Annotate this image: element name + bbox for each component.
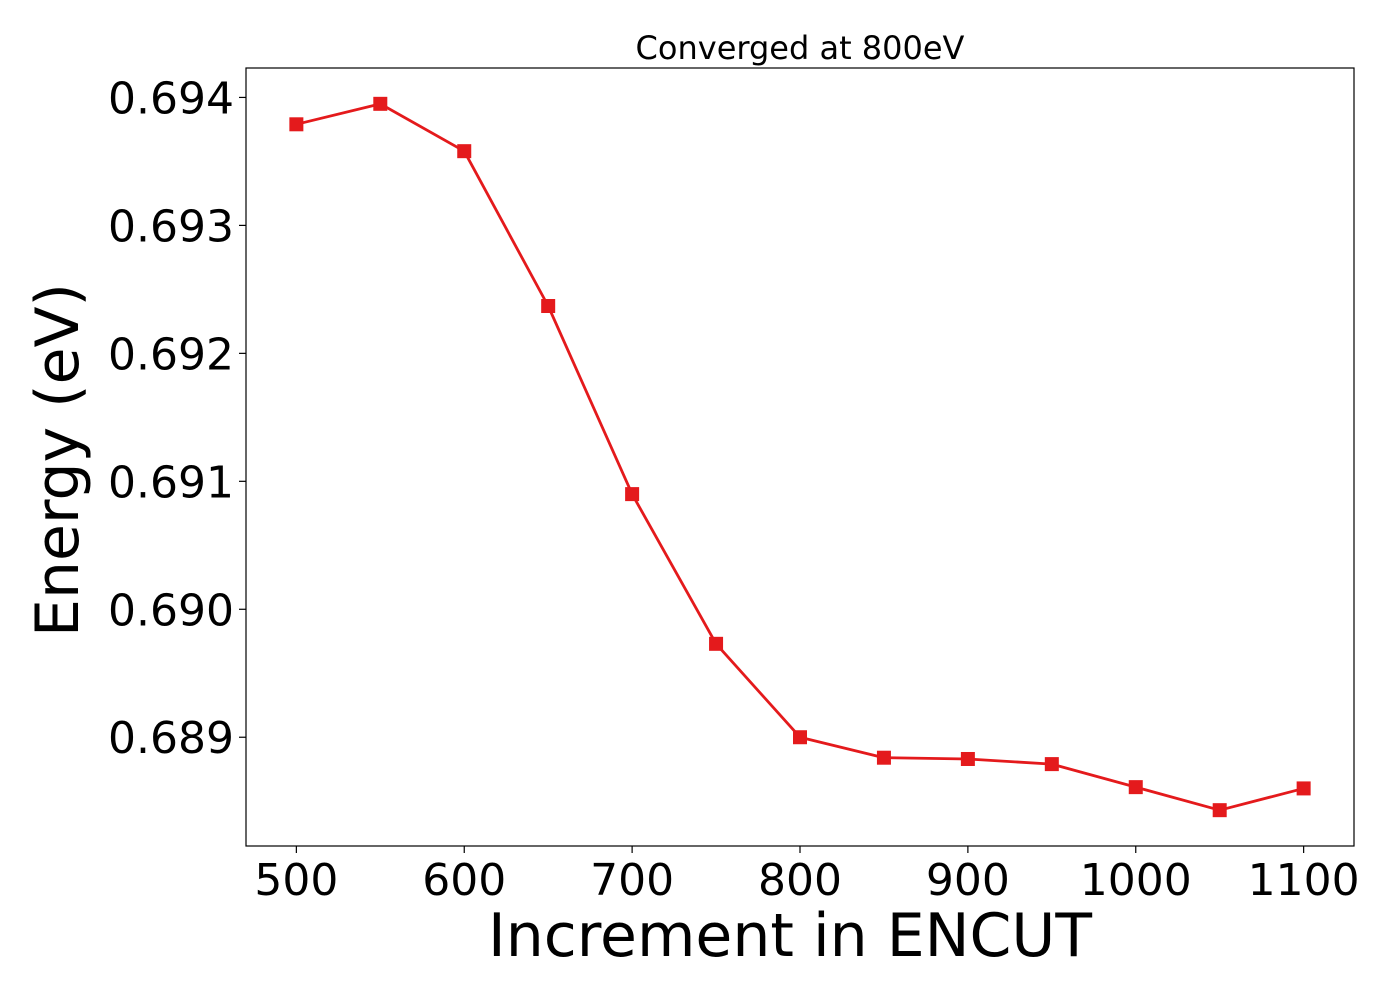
x-tick-label: 900 <box>926 855 1010 906</box>
data-point-marker <box>373 96 388 111</box>
data-point-marker <box>289 117 304 132</box>
data-point-marker <box>457 144 472 159</box>
y-tick-label: 0.689 <box>108 713 234 764</box>
data-point-marker <box>960 751 975 766</box>
data-point-marker <box>793 730 807 745</box>
data-point-marker <box>1044 757 1059 772</box>
y-tick-label: 0.693 <box>108 201 234 252</box>
x-axis-label: Increment in ENCUT <box>488 901 1092 971</box>
data-point-marker <box>541 299 556 314</box>
x-tick-label: 1000 <box>1080 855 1192 906</box>
data-point-marker <box>709 636 724 651</box>
data-point-marker <box>625 487 640 502</box>
y-tick-label: 0.690 <box>108 585 234 636</box>
x-tick-label: 800 <box>758 855 842 906</box>
y-tick-label: 0.691 <box>108 457 234 508</box>
series-layer <box>289 96 1311 818</box>
x-tick-label: 700 <box>590 855 674 906</box>
y-axis-label: Energy (eV) <box>23 283 93 637</box>
plot-area-frame <box>245 67 1355 847</box>
data-point-marker <box>1128 780 1143 795</box>
data-point-marker <box>876 750 891 765</box>
y-tick-label: 0.692 <box>108 329 234 380</box>
data-point-marker <box>1212 803 1227 818</box>
data-point-marker <box>1296 781 1311 796</box>
x-tick-label: 500 <box>254 855 338 906</box>
chart-title: Converged at 800eV <box>636 29 965 67</box>
y-tick-label: 0.694 <box>108 73 234 124</box>
x-tick-label: 600 <box>422 855 506 906</box>
x-tick-label: 1100 <box>1248 855 1360 906</box>
y-axis-ticks: 0.689 0.690 0.691 0.692 0.693 0.694 <box>108 73 246 764</box>
series-line <box>296 102 1304 812</box>
x-axis-ticks: 500 600 700 800 900 1000 1100 <box>254 846 1360 906</box>
